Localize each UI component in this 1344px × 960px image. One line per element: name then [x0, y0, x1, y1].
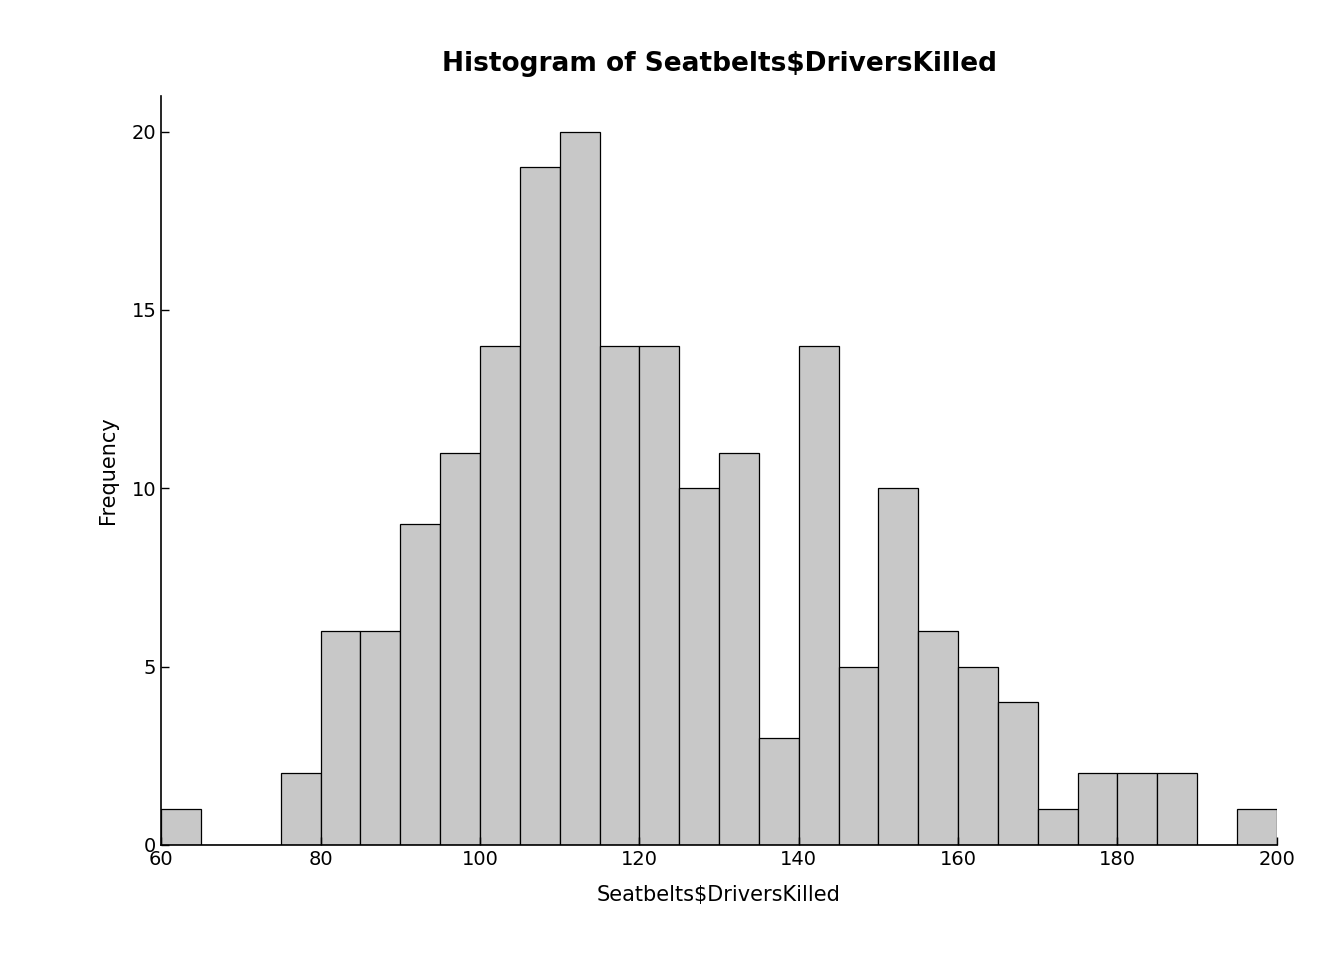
Bar [520, 167, 559, 845]
Bar [958, 666, 997, 845]
Bar [401, 524, 441, 845]
Bar [839, 666, 879, 845]
Bar [1038, 809, 1078, 845]
Bar [321, 631, 360, 845]
Bar [281, 774, 321, 845]
Bar [559, 132, 599, 845]
Bar [879, 489, 918, 845]
Bar [997, 702, 1038, 845]
Y-axis label: Frequency: Frequency [98, 417, 118, 524]
X-axis label: Seatbelts$DriversKilled: Seatbelts$DriversKilled [597, 885, 841, 905]
Bar [640, 346, 679, 845]
Bar [599, 346, 640, 845]
Bar [798, 346, 839, 845]
Title: Histogram of Seatbelts$DriversKilled: Histogram of Seatbelts$DriversKilled [442, 51, 996, 77]
Bar [161, 809, 202, 845]
Bar [679, 489, 719, 845]
Bar [360, 631, 401, 845]
Bar [1078, 774, 1117, 845]
Bar [1117, 774, 1157, 845]
Bar [759, 738, 798, 845]
Bar [918, 631, 958, 845]
Bar [1236, 809, 1277, 845]
Bar [719, 452, 759, 845]
Bar [441, 452, 480, 845]
Bar [480, 346, 520, 845]
Bar [1157, 774, 1198, 845]
